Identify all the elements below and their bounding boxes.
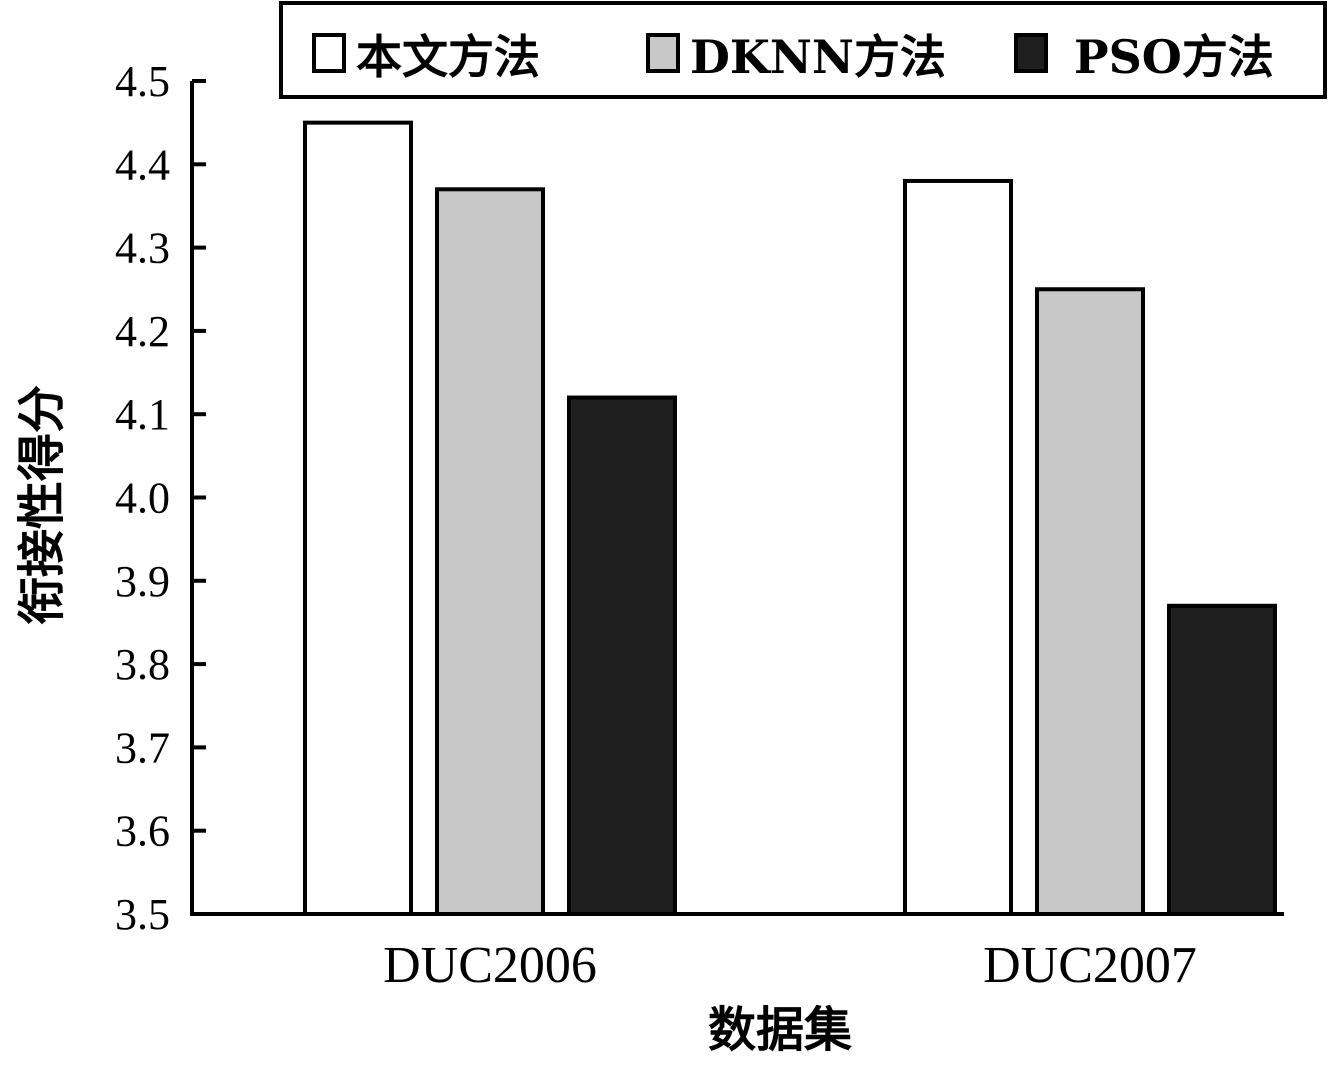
y-tick-label: 3.9	[115, 557, 170, 606]
bar	[1035, 287, 1145, 916]
legend-box	[279, 1, 1327, 99]
x-axis-title: 数据集	[708, 1002, 852, 1058]
legend-swatch	[312, 33, 346, 73]
bars	[303, 120, 1277, 917]
y-tick-label: 3.6	[115, 807, 170, 856]
bar	[303, 120, 413, 916]
legend-label: PSO方法	[1074, 30, 1274, 84]
y-tick-label: 4.4	[115, 140, 170, 189]
y-tick-label: 3.7	[115, 723, 170, 772]
y-tick-label: 4.1	[115, 390, 170, 439]
legend-label: 本文方法	[356, 30, 540, 84]
y-tick-label: 4.2	[115, 307, 170, 356]
bar	[903, 178, 1013, 916]
y-tick-label: 3.8	[115, 640, 170, 689]
x-category-label: DUC2007	[983, 937, 1197, 994]
bar	[435, 187, 545, 917]
y-tick-label: 3.5	[115, 890, 170, 939]
y-tick-label: 4.3	[115, 224, 170, 273]
y-axis-ticks: 3.5 3.6 3.7 3.8 3.9 4.0 4.1 4.2 4.3 4.4 4.5	[115, 57, 206, 939]
legend: 本文方法 DKNN方法 PSO方法	[279, 1, 1327, 99]
bar	[1167, 603, 1277, 916]
x-axis-categories: DUC2006 DUC2007	[383, 937, 1197, 994]
legend-swatch	[646, 33, 680, 73]
y-axis-title: 衔接性得分	[14, 385, 70, 625]
legend-label: DKNN方法	[690, 30, 946, 84]
x-category-label: DUC2006	[383, 937, 597, 994]
y-tick-label: 4.5	[115, 57, 170, 106]
bar	[567, 395, 677, 917]
y-tick-label: 4.0	[115, 474, 170, 523]
legend-swatch	[1014, 33, 1048, 73]
